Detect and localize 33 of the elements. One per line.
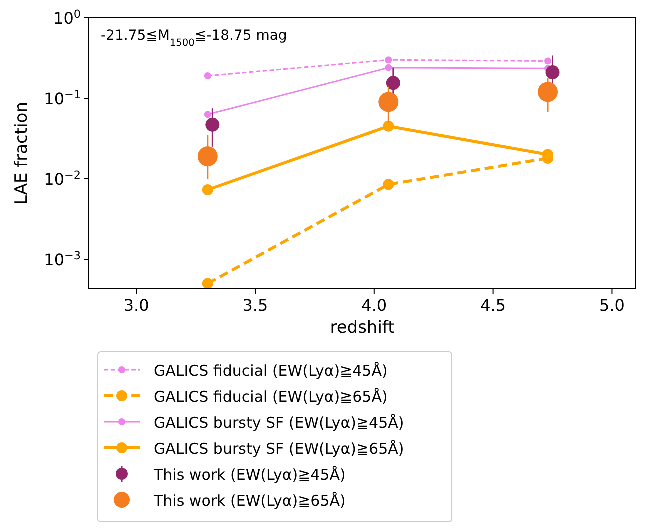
legend-label: GALICS bursty SF (EW(Lyα)≧45Å) (154, 414, 404, 432)
y-tick-label: 10$^{−1}$ (44, 88, 81, 108)
point (206, 118, 220, 132)
point (383, 179, 394, 190)
legend-label: GALICS fiducial (EW(Lyα)≧65Å) (154, 388, 388, 406)
point (202, 278, 214, 290)
x-tick-label: 4.0 (362, 296, 388, 315)
point (385, 64, 392, 72)
x-tick-label: 5.0 (599, 296, 625, 315)
annotation: -21.75≦M$_{1500}$≦-18.75 mag (101, 28, 288, 48)
point (204, 111, 212, 118)
point (204, 72, 212, 80)
y-tick-label: 10$^{−3}$ (44, 248, 81, 270)
x-tick-label: 4.5 (480, 296, 506, 315)
legend-label: This work (EW(Lyα)≧65Å) (153, 492, 346, 510)
x-axis-title: redshift (330, 318, 396, 338)
point (378, 92, 399, 112)
point (385, 56, 392, 64)
point (546, 66, 560, 80)
point (383, 120, 394, 132)
y-tick-label: 10$^{0}$ (54, 8, 81, 28)
point (538, 82, 558, 102)
point (386, 76, 400, 90)
y-tick-label: 10$^{−2}$ (44, 168, 81, 189)
point (544, 58, 552, 65)
x-tick-label: 3.5 (242, 296, 268, 315)
point (202, 184, 214, 196)
point (198, 146, 218, 167)
x-tick-label: 3.0 (124, 296, 150, 315)
legend-label: This work (EW(Lyα)≧45Å) (153, 466, 346, 484)
legend-label: GALICS bursty SF (EW(Lyα)≧65Å) (154, 440, 404, 458)
legend-label: GALICS fiducial (EW(Lyα)≧45Å) (154, 362, 388, 380)
y-axis-title: LAE fraction (12, 102, 32, 205)
